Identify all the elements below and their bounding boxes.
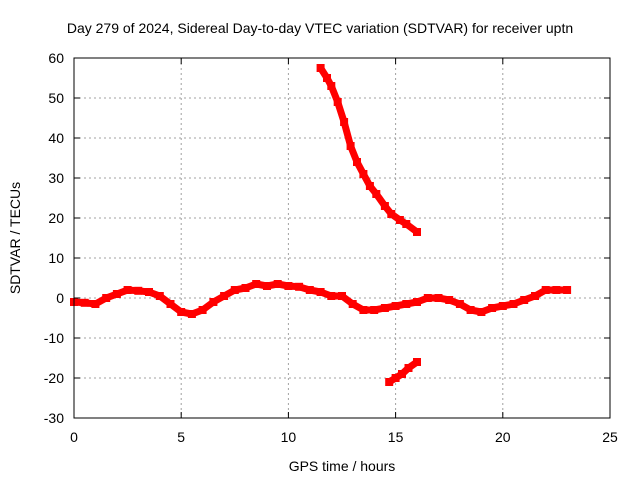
data-point xyxy=(327,292,336,300)
tick-labels: 0 5 10 15 20 25 60 50 40 30 20 10 0 -10 -20 -30 xyxy=(44,50,618,445)
data-point xyxy=(263,282,271,290)
data-point xyxy=(370,306,379,314)
data-point xyxy=(123,286,132,294)
data-point xyxy=(387,210,396,218)
data-point xyxy=(198,306,207,314)
y-tick-label: 40 xyxy=(48,130,64,146)
y-tick-label: 0 xyxy=(56,290,64,306)
x-tick-label: 25 xyxy=(602,429,618,445)
data-point xyxy=(445,296,454,304)
data-point xyxy=(230,286,239,294)
data-point xyxy=(509,300,518,308)
data-point xyxy=(91,300,100,308)
data-point xyxy=(353,158,361,166)
x-tick-label: 10 xyxy=(281,429,297,445)
y-tick-label: -10 xyxy=(44,330,64,346)
data-point xyxy=(338,292,346,300)
data-point xyxy=(385,378,394,386)
data-point xyxy=(348,300,357,308)
x-tick-label: 0 xyxy=(70,429,78,445)
data-point xyxy=(346,142,355,150)
data-point xyxy=(434,294,443,302)
data-point xyxy=(80,298,89,307)
y-tick-label: 60 xyxy=(48,50,64,66)
data-point xyxy=(273,280,282,288)
series-upper-arc xyxy=(316,64,421,236)
data-point xyxy=(134,286,143,295)
data-point xyxy=(316,288,325,296)
data-point xyxy=(365,182,374,190)
data-point xyxy=(498,302,507,310)
data-point xyxy=(380,304,389,312)
data-point xyxy=(466,306,475,314)
data-point xyxy=(102,294,111,302)
data-point xyxy=(563,286,572,294)
y-tick-label: 30 xyxy=(48,170,64,186)
chart-title: Day 279 of 2024, Sidereal Day-to-day VTE… xyxy=(67,20,573,36)
data-point xyxy=(531,292,539,300)
data-point xyxy=(413,298,421,306)
data-point xyxy=(391,302,400,310)
data-point xyxy=(177,308,186,316)
data-point xyxy=(398,370,406,378)
data-point xyxy=(209,298,218,306)
y-tick-label: 10 xyxy=(48,250,64,266)
data-point xyxy=(520,296,529,304)
data-point xyxy=(552,286,561,294)
data-point xyxy=(413,228,421,236)
data-point xyxy=(323,74,331,82)
data-point xyxy=(380,202,389,210)
data-point xyxy=(220,292,229,300)
data-point xyxy=(295,282,304,291)
data-point xyxy=(305,286,314,294)
series-lower-segment xyxy=(385,358,421,386)
data-point xyxy=(404,364,413,372)
data-point xyxy=(402,300,411,308)
y-tick-label: -30 xyxy=(44,410,64,426)
data-point xyxy=(359,170,368,178)
data-point xyxy=(391,374,400,382)
data-point xyxy=(455,300,464,308)
data-point xyxy=(488,304,497,312)
y-tick-label: 50 xyxy=(48,90,64,106)
axis-ticks xyxy=(73,57,611,419)
data-point xyxy=(241,284,250,292)
x-axis-label: GPS time / hours xyxy=(289,458,396,474)
data-point xyxy=(340,118,349,126)
data-point xyxy=(284,282,293,290)
x-tick-label: 5 xyxy=(177,429,185,445)
data-point xyxy=(333,98,342,106)
data-point xyxy=(316,64,325,72)
data-point xyxy=(252,280,261,288)
y-tick-label: -20 xyxy=(44,370,64,386)
data-point xyxy=(402,220,411,228)
data-point xyxy=(145,288,153,296)
data-point xyxy=(187,310,196,318)
data-point xyxy=(327,82,336,90)
y-axis-label: SDTVAR / TECUs xyxy=(7,182,23,294)
data-point xyxy=(413,358,421,366)
data-point xyxy=(423,294,432,302)
data-point xyxy=(395,216,404,224)
series-line xyxy=(317,64,421,236)
plot-frame xyxy=(73,57,611,419)
data-point xyxy=(477,308,486,316)
data-point xyxy=(372,190,381,198)
x-tick-label: 20 xyxy=(495,429,511,445)
data-point xyxy=(112,290,121,298)
data-point xyxy=(155,292,164,300)
series-group xyxy=(70,64,572,386)
data-point xyxy=(541,286,550,294)
series-main-band xyxy=(70,280,572,318)
data-point xyxy=(166,300,175,308)
data-point xyxy=(359,306,368,314)
y-tick-label: 20 xyxy=(48,210,64,226)
x-tick-label: 15 xyxy=(388,429,404,445)
